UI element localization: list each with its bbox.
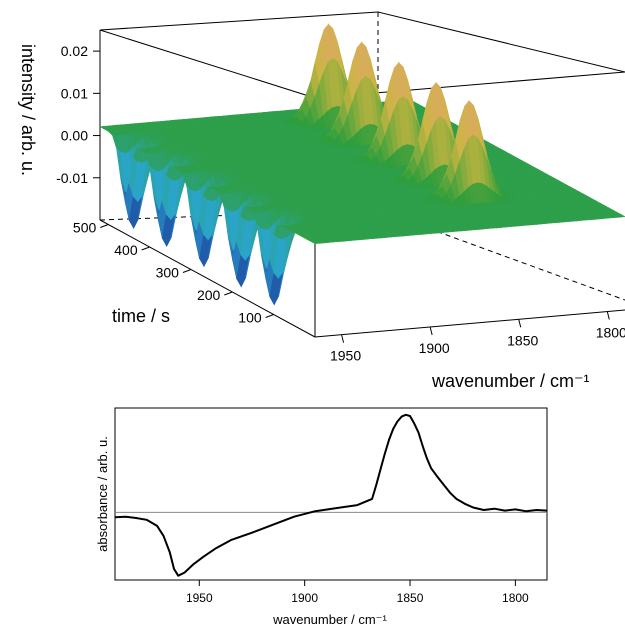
spectrum-tick-label: 1800	[502, 591, 529, 605]
wavenumber-axis: 1950 1900 1850 1800	[330, 311, 625, 364]
top-back-edge	[99, 11, 379, 31]
wavenumber-tick-label: 1950	[330, 348, 361, 364]
wavenumber-tick-label: 1800	[596, 325, 625, 341]
z-axis: -0.01 0.00 0.01 0.02	[56, 43, 100, 186]
time-tick-mark	[265, 314, 274, 318]
spectrum-x-axis: 1950 1900 1850 1800	[186, 580, 529, 605]
time-tick-label: 100	[238, 310, 262, 326]
top-right-edge	[377, 11, 625, 73]
time-axis: 100 200 300 400 500	[73, 220, 274, 326]
time-tick-label: 200	[197, 287, 221, 303]
time-tick-mark	[100, 224, 109, 228]
wavenumber-tick-mark	[429, 326, 433, 336]
bottom-front-edge	[314, 309, 625, 338]
spectrum-y-axis-title: absorbance / arb. u.	[95, 436, 110, 552]
spectrum-tick-label: 1850	[397, 591, 424, 605]
surface	[98, 23, 625, 306]
bottom-right-hidden	[377, 209, 625, 301]
series-line-0	[114, 413, 548, 577]
time-tick-mark	[182, 269, 192, 273]
z-tick-label: 0.00	[61, 128, 88, 144]
top-left-front-edge	[99, 29, 316, 99]
wavenumber-tick-mark	[341, 334, 345, 343]
time-tick-mark	[224, 291, 233, 296]
time-tick-mark	[141, 246, 150, 251]
spectrum-tick-label: 1950	[186, 591, 213, 605]
spectrum-x-axis-title: wavenumber / cm⁻¹	[272, 612, 387, 627]
time-tick-label: 500	[73, 220, 97, 236]
wavenumber-tick-mark	[606, 311, 610, 320]
time-tick-label: 400	[114, 242, 138, 258]
time-tick-label: 300	[156, 265, 180, 281]
z-tick-label: 0.01	[61, 85, 88, 101]
z-axis-title: intensity / arb. u.	[18, 44, 38, 176]
time-axis-title: time / s	[112, 306, 170, 326]
wavenumber-axis-title: wavenumber / cm⁻¹	[431, 371, 590, 391]
wavenumber-tick-label: 1850	[507, 332, 538, 348]
wavenumber-tick-label: 1900	[419, 340, 450, 356]
surface-cell	[615, 214, 625, 218]
spectrum-plot: 1950 1900 1850 1800 absorbance / arb. u. wa…	[95, 407, 548, 627]
z-tick-label: -0.01	[56, 170, 88, 186]
wavenumber-tick-mark	[518, 319, 522, 328]
spectrum-frame	[114, 407, 548, 581]
bottom-left-edge	[99, 219, 316, 338]
spectrum-tick-label: 1900	[291, 591, 318, 605]
z-tick-label: 0.02	[61, 43, 88, 59]
